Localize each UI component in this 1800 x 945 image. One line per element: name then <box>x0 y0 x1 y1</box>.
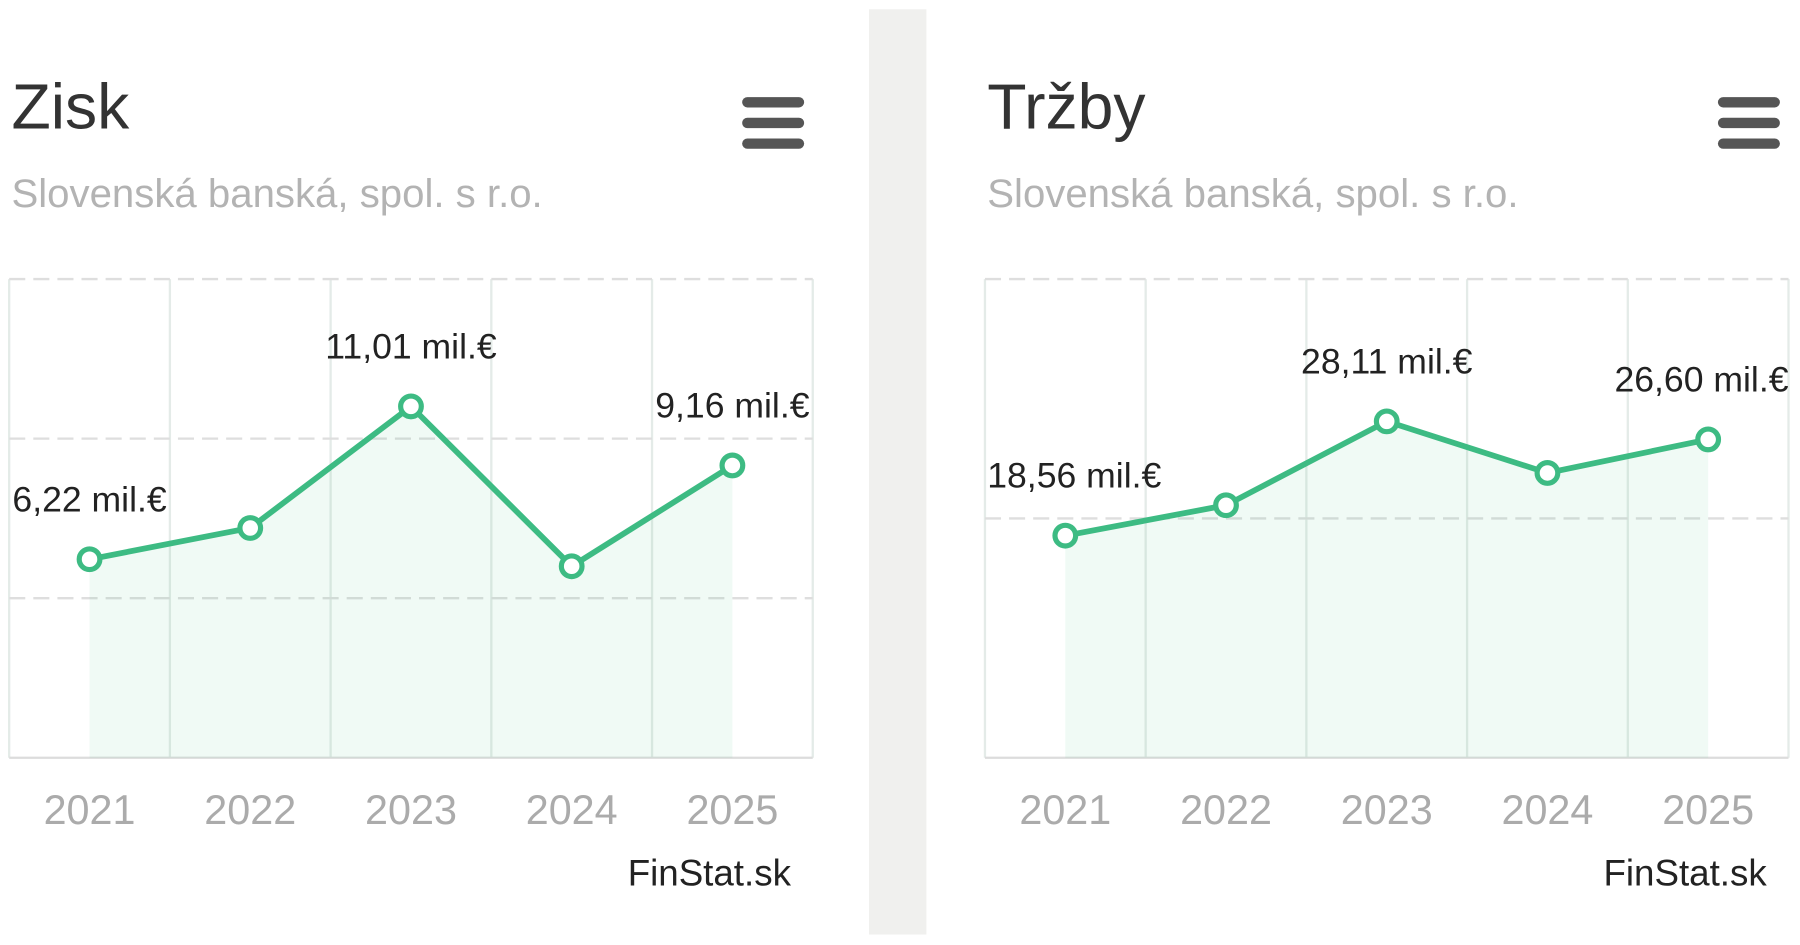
x-tick-label: 2022 <box>204 787 296 833</box>
point <box>237 515 264 541</box>
x-tick-label: 2025 <box>686 787 778 833</box>
point <box>719 452 746 479</box>
x-tick-label: 2024 <box>1501 787 1593 833</box>
point <box>1052 522 1079 549</box>
menu-button[interactable] <box>1717 97 1780 149</box>
area <box>89 406 733 758</box>
x-tick-label: 2024 <box>526 787 618 833</box>
chart-subtitle: Slovenská banská, spol. s r.o. <box>11 171 542 216</box>
credit: FinStat.sk <box>628 853 792 894</box>
data-label: 6,22 mil.€ <box>12 479 166 519</box>
data-label: 11,01 mil.€ <box>325 326 497 366</box>
x-tick-label: 2021 <box>1019 787 1111 833</box>
chart-subtitle: Slovenská banská, spol. s r.o. <box>987 171 1518 216</box>
point <box>558 553 585 580</box>
x-tick-label: 2022 <box>1180 787 1272 833</box>
data-label: 18,56 mil.€ <box>987 456 1161 496</box>
chart-title: Tržby <box>987 70 1145 142</box>
point <box>398 393 424 420</box>
point <box>1534 460 1561 486</box>
data-label: 26,60 mil.€ <box>1614 359 1788 399</box>
point <box>76 546 103 573</box>
data-label: 9,16 mil.€ <box>655 385 809 425</box>
point <box>1373 408 1400 435</box>
x-tick-label: 2025 <box>1662 787 1754 833</box>
point <box>1213 492 1239 519</box>
x-tick-label: 2021 <box>44 787 136 833</box>
data-label: 28,11 mil.€ <box>1301 341 1473 381</box>
menu-button[interactable] <box>742 97 805 149</box>
chart-title: Zisk <box>11 70 130 142</box>
separator <box>869 9 927 935</box>
area <box>1065 421 1709 758</box>
credit: FinStat.sk <box>1603 853 1767 894</box>
x-tick-label: 2023 <box>365 787 457 833</box>
point <box>1695 426 1722 453</box>
x-tick-label: 2023 <box>1341 787 1433 833</box>
